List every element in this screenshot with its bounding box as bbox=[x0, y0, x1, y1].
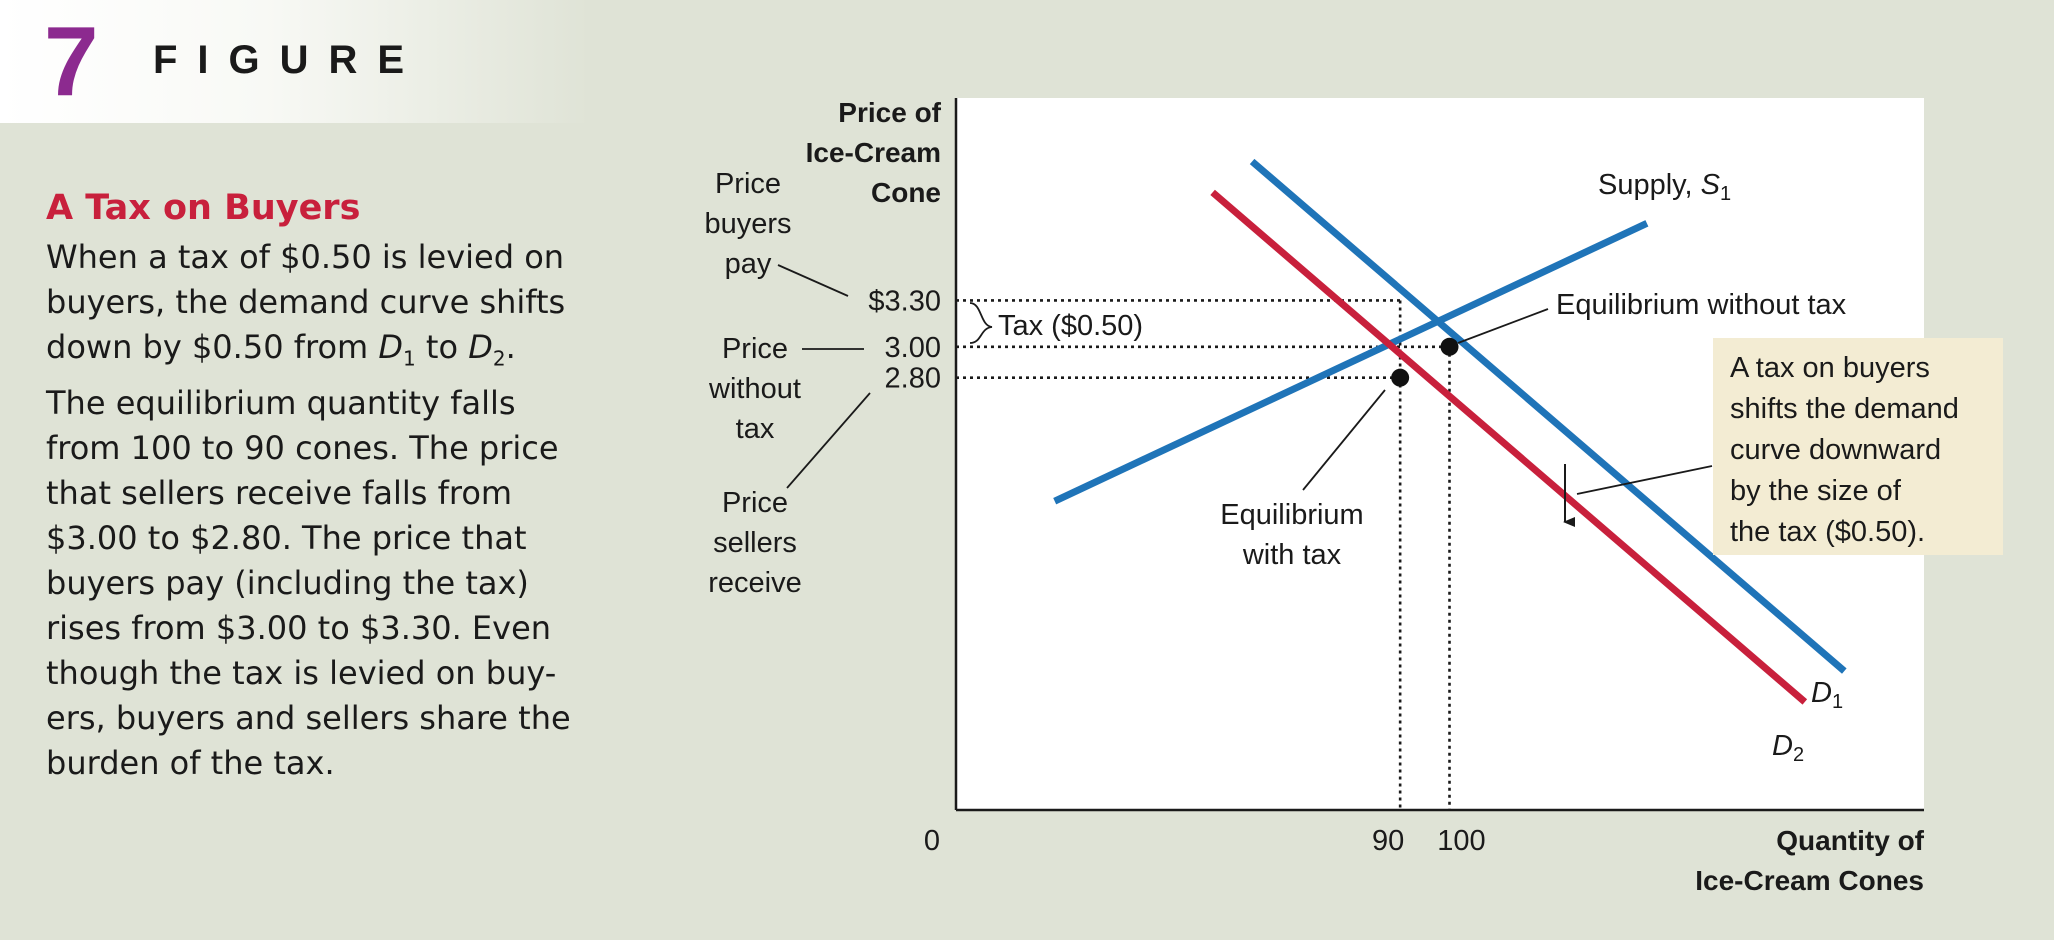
equilibrium-without-tax-point bbox=[1440, 337, 1459, 356]
buyers-pay-label: pay bbox=[725, 248, 772, 280]
caption-d2-sub: 2 bbox=[492, 346, 506, 371]
eq-without-tax-label: Equilibrium without tax bbox=[1556, 289, 1847, 321]
d2-label-sub: 2 bbox=[1793, 744, 1804, 766]
caption-line: When a tax of $0.50 is levied on bbox=[46, 238, 565, 276]
sellers-receive-label: Price bbox=[722, 487, 788, 519]
caption-d1: D bbox=[378, 328, 403, 366]
buyers-pay-label: buyers bbox=[704, 208, 791, 240]
buyers-pay-label: Price bbox=[715, 168, 781, 200]
y-tick-label: 2.80 bbox=[885, 363, 941, 395]
without-tax-label: without bbox=[708, 373, 801, 405]
caption-line: though the tax is levied on buy- bbox=[46, 654, 557, 693]
caption-line: burden of the tax. bbox=[46, 744, 335, 783]
caption-line: The equilibrium quantity falls bbox=[46, 384, 516, 423]
tick-labels: $3.30 3.002.80 90 100 bbox=[868, 285, 1485, 857]
callout-leader bbox=[1576, 465, 1713, 495]
eq-without-tax-leader bbox=[1457, 308, 1549, 344]
d1-label-sub: 1 bbox=[1832, 691, 1843, 713]
x-tick-label: 90 bbox=[1372, 825, 1404, 857]
callout-box: A tax on buyers shifts the demand curve … bbox=[1713, 338, 2003, 555]
y-tick-label: $3.30 bbox=[868, 285, 941, 317]
callout-line: the tax ($0.50). bbox=[1730, 516, 1926, 548]
demand-curve-d1 bbox=[1249, 158, 1847, 674]
callout-line: shifts the demand bbox=[1730, 393, 1959, 425]
caption-line: buyers pay (including the tax) bbox=[46, 564, 529, 603]
tax-label: Tax ($0.50) bbox=[998, 310, 1143, 342]
d1-label: D1 bbox=[1811, 677, 1843, 713]
y-axis-label: Ice-Cream bbox=[806, 137, 941, 168]
d1-label-letter: D bbox=[1811, 677, 1832, 709]
figure-number: 7 bbox=[44, 6, 99, 116]
caption-line: $3.00 to $2.80. The price that bbox=[46, 519, 527, 558]
caption-title: A Tax on Buyers bbox=[46, 188, 361, 228]
eq-with-tax-label: with tax bbox=[1242, 539, 1342, 571]
caption-line: rises from $3.00 to $3.30. Even bbox=[46, 609, 552, 648]
callout-line: by the size of bbox=[1730, 475, 1901, 507]
caption-body: When a tax of $0.50 is levied on buyers,… bbox=[46, 235, 606, 786]
d2-label: D2 bbox=[1772, 730, 1804, 766]
caption-line: down by $0.50 from D1 to D2. bbox=[46, 325, 606, 381]
equilibrium-with-tax-point bbox=[1391, 368, 1410, 387]
without-tax-label: tax bbox=[736, 413, 775, 445]
curves bbox=[1053, 158, 1847, 705]
d2-label-letter: D bbox=[1772, 730, 1793, 762]
caption-line: ers, buyers and sellers share the bbox=[46, 699, 571, 738]
figure-header: 7 FIGURE bbox=[0, 0, 590, 123]
caption-line: from 100 to 90 cones. The price bbox=[46, 429, 559, 468]
sellers-receive-leader bbox=[786, 392, 871, 489]
y-axis-label: Cone bbox=[871, 177, 941, 208]
eq-with-tax-label: Equilibrium bbox=[1220, 499, 1363, 531]
x-axis-label: Ice-Cream Cones bbox=[1695, 865, 1924, 896]
y-axis-label: Price of bbox=[838, 97, 941, 128]
equilibrium-points bbox=[1391, 337, 1459, 387]
x-axis-label: Quantity of bbox=[1776, 825, 1924, 856]
supply-label-letter: S bbox=[1701, 169, 1721, 201]
callout-line: curve downward bbox=[1730, 434, 1942, 466]
figure-label: FIGURE bbox=[153, 38, 425, 82]
sellers-receive-label: receive bbox=[708, 567, 802, 599]
caption-line-part: to bbox=[415, 328, 469, 366]
caption-line: buyers, the demand curve shifts bbox=[46, 283, 566, 321]
origin-label: 0 bbox=[924, 825, 940, 857]
demand-curve-d2 bbox=[1210, 189, 1808, 705]
caption-d2: D bbox=[468, 328, 493, 366]
y-tick-label: 3.00 bbox=[885, 332, 941, 364]
supply-label-text: Supply bbox=[1598, 169, 1687, 201]
buyers-pay-leader bbox=[777, 264, 849, 297]
caption-line-part: . bbox=[505, 328, 516, 366]
callout-line: A tax on buyers bbox=[1730, 352, 1930, 384]
eq-with-tax-leader bbox=[1302, 389, 1386, 491]
caption-line-part: down by $0.50 from bbox=[46, 328, 379, 366]
sellers-receive-label: sellers bbox=[713, 527, 797, 559]
caption-line: that sellers receive falls from bbox=[46, 474, 513, 513]
supply-label: Supply, S1 bbox=[1598, 169, 1731, 205]
caption-d1-sub: 1 bbox=[403, 346, 416, 371]
tax-brace bbox=[969, 302, 993, 344]
supply-curve bbox=[1053, 220, 1649, 505]
supply-label-sub: 1 bbox=[1720, 183, 1731, 205]
without-tax-label: Price bbox=[722, 333, 788, 365]
x-tick-label: 100 bbox=[1437, 825, 1485, 857]
